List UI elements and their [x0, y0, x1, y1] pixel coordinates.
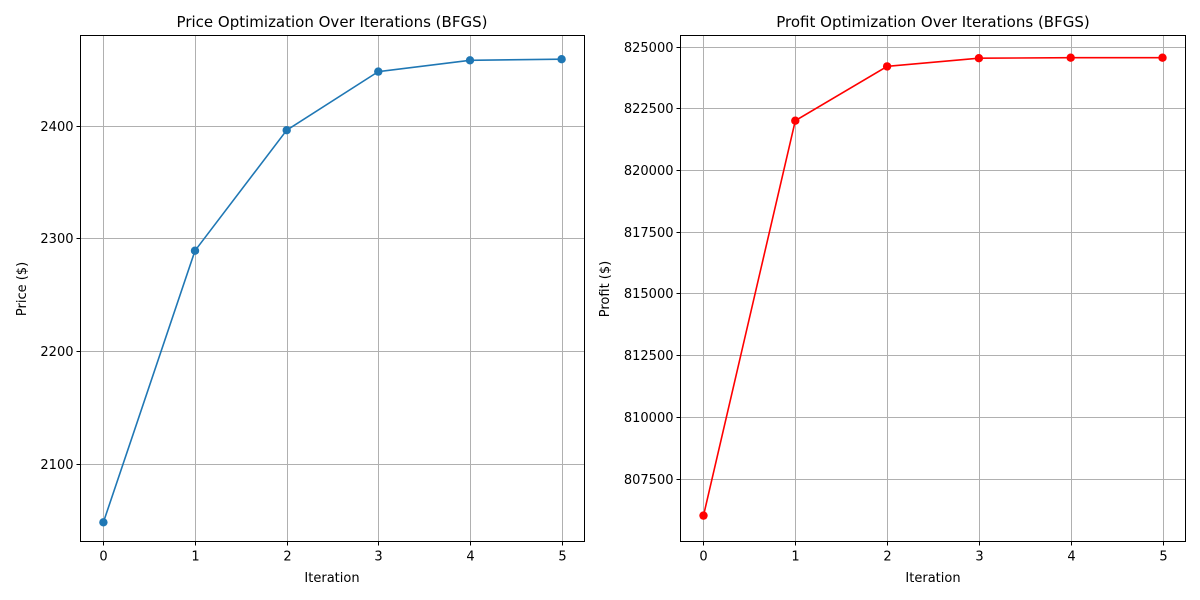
- y-tick-label: 820000: [624, 164, 674, 179]
- plot-frame: [680, 35, 1186, 542]
- data-point: [1158, 53, 1167, 62]
- data-point: [974, 54, 984, 63]
- x-axis-label: Iteration: [304, 571, 359, 586]
- price-chart: Price Optimization Over Iterations (BFGS…: [15, 13, 585, 586]
- data-point: [282, 126, 291, 135]
- y-tick-label: 822500: [624, 102, 674, 117]
- x-tick-label: 3: [975, 550, 983, 565]
- chart-title: Price Optimization Over Iterations (BFGS…: [177, 13, 488, 31]
- x-tick-label: 4: [466, 550, 474, 565]
- chart-title: Profit Optimization Over Iterations (BFG…: [776, 13, 1089, 31]
- data-point: [882, 62, 892, 71]
- x-tick-label: 4: [1067, 550, 1075, 565]
- y-tick-label: 2300: [40, 232, 73, 247]
- y-tick-label: 2200: [40, 345, 73, 360]
- y-tick-label: 2100: [40, 458, 73, 473]
- y-tick-label: 2400: [40, 120, 73, 135]
- x-tick-label: 0: [699, 550, 707, 565]
- x-tick-label: 3: [374, 550, 382, 565]
- y-axis-label: Price ($): [15, 262, 30, 316]
- y-axis-label: Profit ($): [598, 261, 613, 317]
- series-line: [102, 58, 562, 523]
- data-point: [99, 518, 108, 527]
- x-axis-label: Iteration: [905, 571, 960, 586]
- y-tick-label: 815000: [624, 287, 674, 302]
- x-tick-label: 0: [99, 550, 107, 565]
- x-tick-label: 5: [558, 550, 566, 565]
- x-tick-label: 1: [191, 550, 199, 565]
- data-point: [465, 56, 475, 65]
- y-tick-label: 807500: [624, 473, 674, 488]
- data-point: [791, 116, 800, 125]
- x-tick-label: 2: [283, 550, 291, 565]
- y-tick-label: 825000: [624, 41, 674, 56]
- data-point: [1066, 53, 1075, 62]
- x-tick-label: 2: [883, 550, 891, 565]
- data-point: [190, 246, 200, 255]
- data-point: [699, 511, 708, 520]
- profit-chart: Profit Optimization Over Iterations (BFG…: [598, 13, 1186, 586]
- plot-frame: [80, 35, 585, 542]
- y-tick-label: 810000: [624, 411, 674, 426]
- y-tick-label: 817500: [624, 226, 674, 241]
- data-point: [374, 67, 383, 76]
- x-tick-label: 1: [791, 550, 799, 565]
- series-line: [702, 56, 1163, 516]
- x-tick-label: 5: [1159, 550, 1167, 565]
- y-tick-label: 812500: [624, 349, 674, 364]
- data-point: [557, 55, 566, 64]
